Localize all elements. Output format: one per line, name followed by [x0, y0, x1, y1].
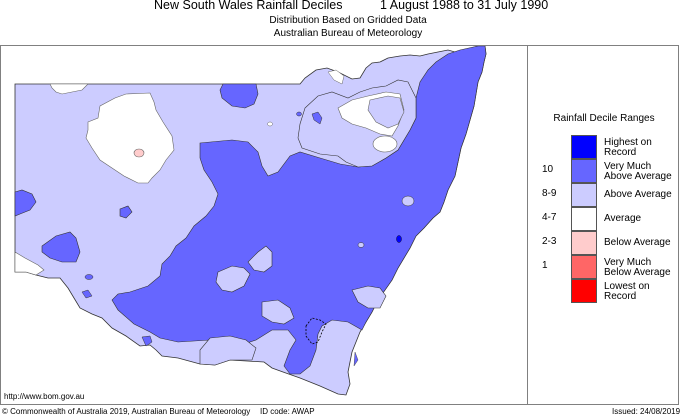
copyright-text: © Commonwealth of Australia 2019, Austra…: [2, 407, 251, 416]
north-blue-spot-b: [296, 111, 302, 117]
legend-item-lowest: Lowest on Record: [528, 279, 680, 303]
legend-label: Very Much Above Average: [604, 161, 672, 182]
east-above-patch: [351, 285, 387, 309]
nsw-rainfall-map: [14, 46, 487, 396]
legend-range: 10: [542, 164, 554, 175]
legend-item-very-much-above: 10 Very Much Above Average: [528, 159, 680, 183]
legend-label: Very Much Below Average: [604, 257, 671, 278]
legend-item-average: 4-7 Average: [528, 207, 680, 231]
map-title: New South Wales Rainfall Deciles: [154, 0, 343, 12]
legend-label: Average: [604, 213, 642, 224]
legend-label: Above Average: [604, 189, 672, 200]
legend-swatch-lowest: [571, 279, 597, 303]
legend-range: 1: [542, 260, 548, 271]
map-period: 1 August 1988 to 31 July 1990: [380, 0, 549, 12]
legend-label: Highest on Record: [604, 137, 652, 158]
id-code: ID code: AWAP: [260, 407, 315, 416]
nw-average-patch-top: [49, 83, 89, 95]
south-blue-spot: [141, 335, 153, 347]
legend-label: Below Average: [604, 237, 671, 248]
sw-average-area: [14, 251, 45, 276]
central-above-dot: [357, 242, 365, 248]
highest-on-record-spot: [396, 235, 402, 243]
bom-url-link[interactable]: http://www.bom.gov.au: [4, 392, 85, 401]
issued-date: Issued: 24/08/2019: [612, 407, 680, 416]
west-average-patch: [85, 92, 175, 184]
west-blue-blob: [41, 231, 81, 263]
map-subtitle-distribution: Distribution Based on Gridded Data: [269, 15, 427, 26]
legend-swatch-average: [571, 207, 597, 231]
legend-item-above: 8-9 Above Average: [528, 183, 680, 207]
north-blue-spot-a: [311, 111, 323, 125]
legend-swatch-below: [571, 231, 597, 255]
legend-swatch-highest: [571, 135, 597, 159]
southern-above-area: [199, 335, 257, 366]
north-average-dot: [267, 121, 273, 127]
legend-divider: [527, 45, 528, 405]
map-subtitle-agency: Australian Bureau of Meteorology: [273, 28, 423, 39]
central-above-patch-2: [401, 195, 415, 207]
legend-swatch-above: [571, 183, 597, 207]
map-frame: [0, 45, 679, 405]
legend-swatch-very-much-below: [571, 255, 597, 279]
northeast-above-inner: [367, 95, 405, 129]
legend-item-highest: Highest on Record: [528, 135, 680, 159]
below-average-spot: [133, 148, 145, 158]
north-border-average: [327, 69, 345, 85]
small-blue-patch: [119, 205, 133, 219]
far-west-blue-patch: [14, 189, 37, 217]
central-above-patch-1: [247, 245, 273, 273]
southwest-above-patch: [215, 265, 251, 293]
south-above-patch: [261, 299, 295, 325]
ne-average-small: [372, 135, 398, 153]
legend-item-below: 2-3 Below Average: [528, 231, 680, 255]
legend-item-very-much-below: 1 Very Much Below Average: [528, 255, 680, 279]
legend-title: Rainfall Decile Ranges: [553, 113, 655, 124]
tiny-blue-spot-1: [84, 274, 94, 280]
legend-range: 8-9: [542, 188, 557, 199]
tiny-blue-spot-2: [81, 289, 93, 299]
legend-swatch-very-much-above: [571, 159, 597, 183]
north-blue-patch: [219, 83, 259, 109]
south-coast-blue: [353, 351, 359, 367]
legend-label: Lowest on Record: [604, 281, 650, 302]
legend-range: 4-7: [542, 212, 557, 223]
legend-range: 2-3: [542, 236, 557, 247]
